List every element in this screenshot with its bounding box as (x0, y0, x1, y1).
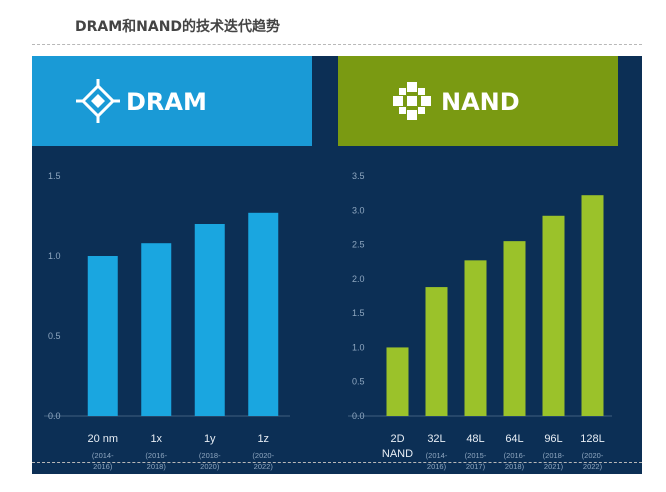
dram-year-label: (2018-2020) (199, 451, 221, 471)
nand-y-tick-label: 0.0 (352, 411, 365, 421)
nand-bar (542, 215, 565, 416)
dram-y-tick-label: 0.0 (48, 411, 61, 421)
dram-year-label: (2016-2018) (145, 451, 167, 471)
dram-bar (87, 256, 118, 416)
nand-y-tick-label: 0.5 (352, 377, 365, 387)
nand-y-tick-label: 1.0 (352, 342, 365, 352)
nand-bar (503, 241, 526, 416)
dram-bar (141, 243, 172, 416)
nand-y-tick-label: 3.5 (352, 171, 365, 181)
nand-y-tick-label: 1.5 (352, 308, 365, 318)
nand-year-label: (2018-2021) (543, 451, 565, 471)
nand-category-label: 32L (427, 433, 445, 445)
dram-y-tick-label: 1.0 (48, 251, 61, 261)
dram-year-label: (2020-2022) (252, 451, 274, 471)
top-divider (32, 44, 642, 45)
dram-chip-icon (76, 79, 120, 123)
nand-category-label: 64L (505, 433, 523, 445)
nand-bar (386, 347, 409, 416)
nand-chip-icon (393, 82, 431, 120)
dram-category-label: 1x (150, 433, 162, 445)
nand-y-tick-label: 2.5 (352, 240, 365, 250)
nand-y-tick-label: 2.0 (352, 274, 365, 284)
nand-year-label: (2014-2016) (426, 451, 448, 471)
dram-y-tick-label: 0.5 (48, 331, 61, 341)
dram-y-tick-label: 1.5 (48, 171, 61, 181)
dram-chart-title: DRAM (126, 88, 207, 116)
nand-bar (425, 287, 448, 416)
nand-year-label: (2016-2018) (504, 451, 526, 471)
nand-bar (581, 195, 604, 416)
nand-year-label: (2020-2022) (582, 451, 604, 471)
dram-category-label: 1z (257, 433, 269, 445)
dram-bar (248, 212, 279, 416)
nand-category-label: 48L (466, 433, 484, 445)
chart-figure: DRAM 0.0 0.5 1.0 1.5 20 nm (2014-2016) 1x (2016… (32, 56, 642, 474)
page-title: DRAM和NAND的技术迭代趋势 (75, 19, 281, 35)
dram-category-label: 20 nm (87, 433, 118, 445)
nand-bar (464, 260, 487, 416)
nand-panel: NAND 0.0 0.5 1.0 1.5 2.0 2.5 3.0 3.5 2D NAND 32L (2… (338, 56, 618, 471)
nand-category-label: 96L (544, 433, 562, 445)
nand-category-label: 2D NAND (382, 433, 413, 460)
nand-y-tick-label: 3.0 (352, 205, 365, 215)
nand-chart-title: NAND (441, 88, 520, 116)
dram-year-label: (2014-2016) (92, 451, 114, 471)
dram-category-label: 1y (204, 433, 216, 445)
nand-header (338, 56, 618, 146)
bottom-divider (32, 462, 642, 463)
nand-year-label: (2015-2017) (465, 451, 487, 471)
nand-category-label: 128L (580, 433, 604, 445)
dram-bar (194, 224, 225, 416)
dram-panel: DRAM 0.0 0.5 1.0 1.5 20 nm (2014-2016) 1x (2016… (32, 56, 312, 471)
